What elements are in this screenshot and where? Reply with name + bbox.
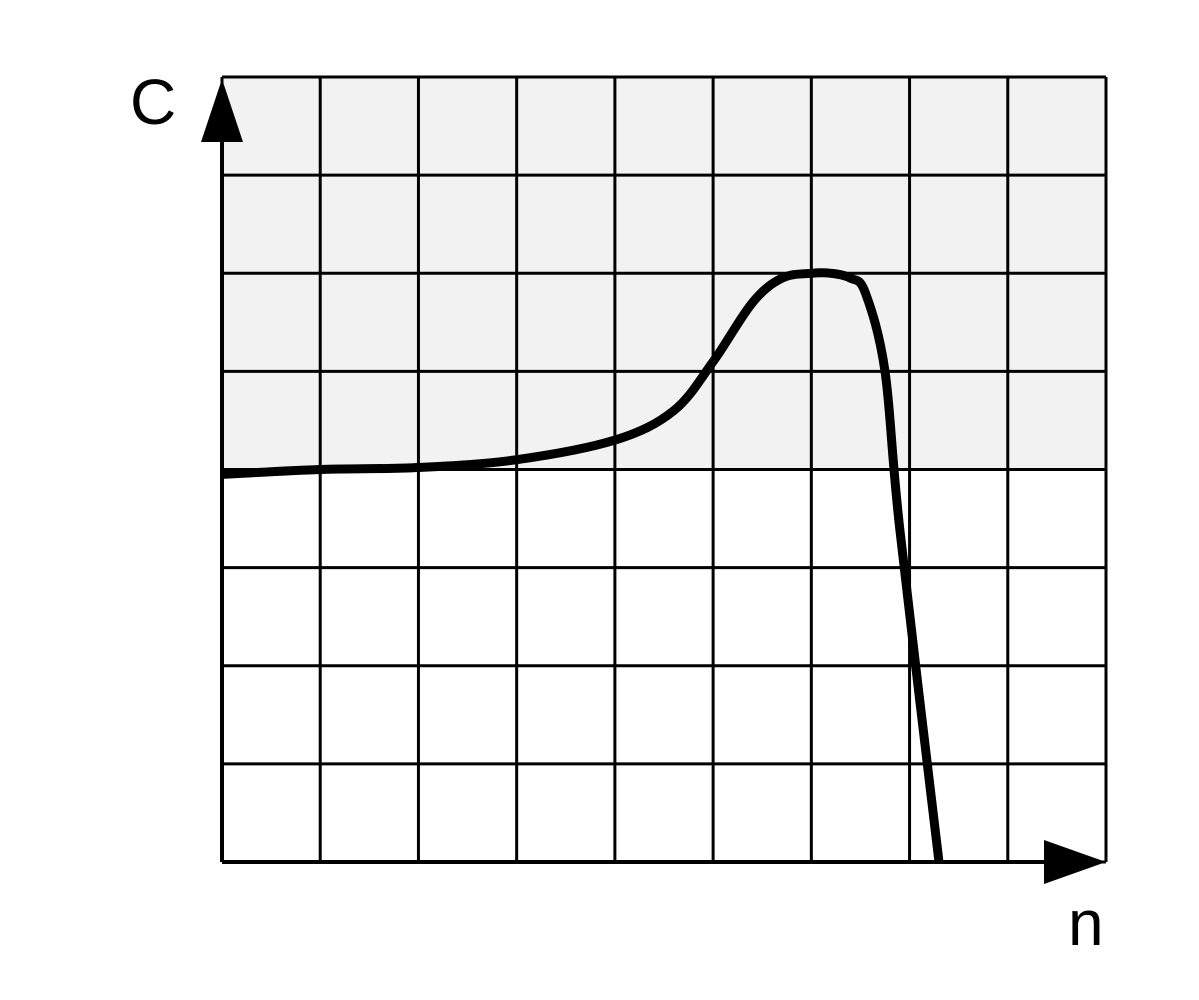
y-axis-label: C (130, 66, 176, 138)
y-axis-arrow-icon (201, 79, 243, 142)
x-axis-arrow-icon (1044, 840, 1106, 884)
series-layer (221, 268, 944, 863)
axes (201, 79, 1106, 884)
x-axis-label: n (1068, 887, 1104, 959)
series-line (221, 268, 944, 863)
